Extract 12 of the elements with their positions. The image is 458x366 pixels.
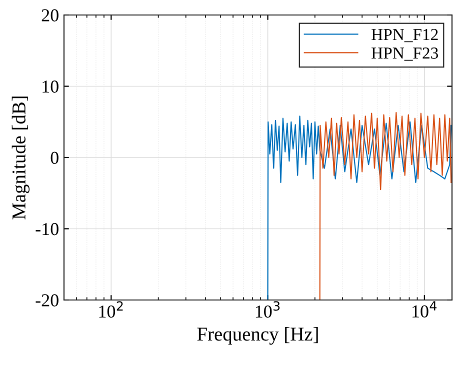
y-tick-label: 0 <box>50 152 58 164</box>
y-tick-label: -20 <box>36 294 58 306</box>
legend-label: HPN_F23 <box>372 48 438 61</box>
y-tick-label: 20 <box>42 9 58 22</box>
x-tick-label: 10$^{4}$ <box>412 301 437 318</box>
x-tick-label: 10$^{2}$ <box>99 301 123 318</box>
y-tick-label: -10 <box>36 223 58 236</box>
x-tick-label: 10$^{3}$ <box>256 301 280 318</box>
y-tick-label: 10 <box>42 80 58 93</box>
x-axis-title: Frequency [Hz] <box>197 327 318 345</box>
y-axis-title: Magnitude [dB] <box>12 96 30 220</box>
legend-label: HPN_F12 <box>372 28 438 42</box>
